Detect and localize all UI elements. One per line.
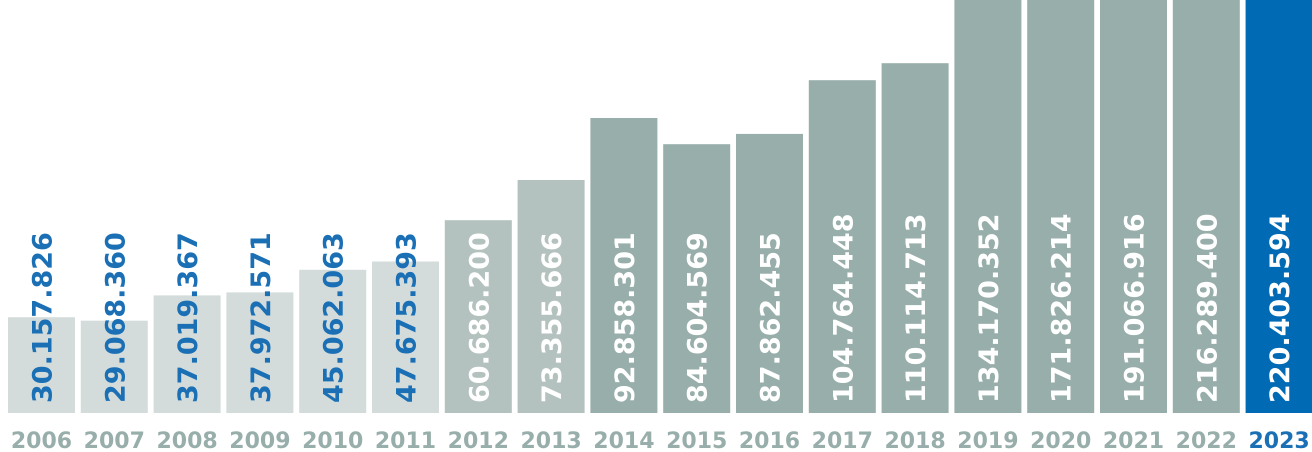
year-label-2010: 2010 xyxy=(302,429,363,452)
value-label-2023: 220.403.594 xyxy=(1265,213,1296,403)
bar-2007 xyxy=(80,320,148,413)
year-label-2012: 2012 xyxy=(448,429,509,452)
bar-2011 xyxy=(372,261,439,413)
value-label-2008: 37.019.367 xyxy=(173,232,204,403)
value-label-2015: 84.604.569 xyxy=(683,232,714,403)
bar-2020 xyxy=(1027,0,1095,413)
value-label-2012: 60.686.200 xyxy=(464,232,495,403)
value-label-2009: 37.972.571 xyxy=(246,232,277,403)
value-label-2022: 216.289.400 xyxy=(1192,213,1223,403)
value-label-2020: 171.826.214 xyxy=(1047,213,1078,403)
value-label-2007: 29.068.360 xyxy=(100,232,131,403)
bar-2023 xyxy=(1245,0,1312,413)
bar-2018 xyxy=(881,63,949,413)
year-label-2015: 2015 xyxy=(666,429,727,452)
year-label-2016: 2016 xyxy=(739,429,800,452)
bar-2013 xyxy=(517,180,585,413)
year-label-2008: 2008 xyxy=(156,429,217,452)
bar-2021 xyxy=(1100,0,1167,413)
value-label-2010: 45.062.063 xyxy=(319,232,350,403)
bar-2006 xyxy=(8,317,75,413)
bar-2016 xyxy=(736,133,803,413)
bar-2010 xyxy=(299,269,367,413)
value-label-2016: 87.862.455 xyxy=(756,232,787,403)
value-label-2018: 110.114.713 xyxy=(901,213,932,403)
value-label-2011: 47.675.393 xyxy=(392,232,423,403)
value-label-2019: 134.170.352 xyxy=(974,213,1005,403)
year-label-2007: 2007 xyxy=(84,429,145,452)
bar-2022 xyxy=(1172,0,1240,413)
value-label-2006: 30.157.826 xyxy=(28,232,59,403)
bar-2019 xyxy=(954,0,1022,413)
bar-2008 xyxy=(153,295,221,413)
year-label-2009: 2009 xyxy=(229,429,290,452)
value-label-2021: 191.066.916 xyxy=(1120,213,1151,403)
value-label-2014: 92.858.301 xyxy=(610,232,641,403)
year-label-2019: 2019 xyxy=(957,429,1018,452)
bar-2009 xyxy=(226,292,294,413)
bar-2012 xyxy=(444,220,512,413)
year-label-2006: 2006 xyxy=(11,429,72,452)
bar-2014 xyxy=(590,118,658,413)
value-label-2013: 73.355.666 xyxy=(537,232,568,403)
year-label-2023: 2023 xyxy=(1248,429,1309,452)
year-label-2014: 2014 xyxy=(593,429,654,452)
bar-2017 xyxy=(808,80,876,413)
year-label-2021: 2021 xyxy=(1103,429,1164,452)
year-label-2020: 2020 xyxy=(1030,429,1091,452)
year-label-2017: 2017 xyxy=(812,429,873,452)
value-label-2017: 104.764.448 xyxy=(828,213,859,403)
bar-2015 xyxy=(663,144,731,413)
year-label-2011: 2011 xyxy=(375,429,436,452)
year-label-2022: 2022 xyxy=(1176,429,1237,452)
year-label-2013: 2013 xyxy=(520,429,581,452)
year-label-2018: 2018 xyxy=(884,429,945,452)
